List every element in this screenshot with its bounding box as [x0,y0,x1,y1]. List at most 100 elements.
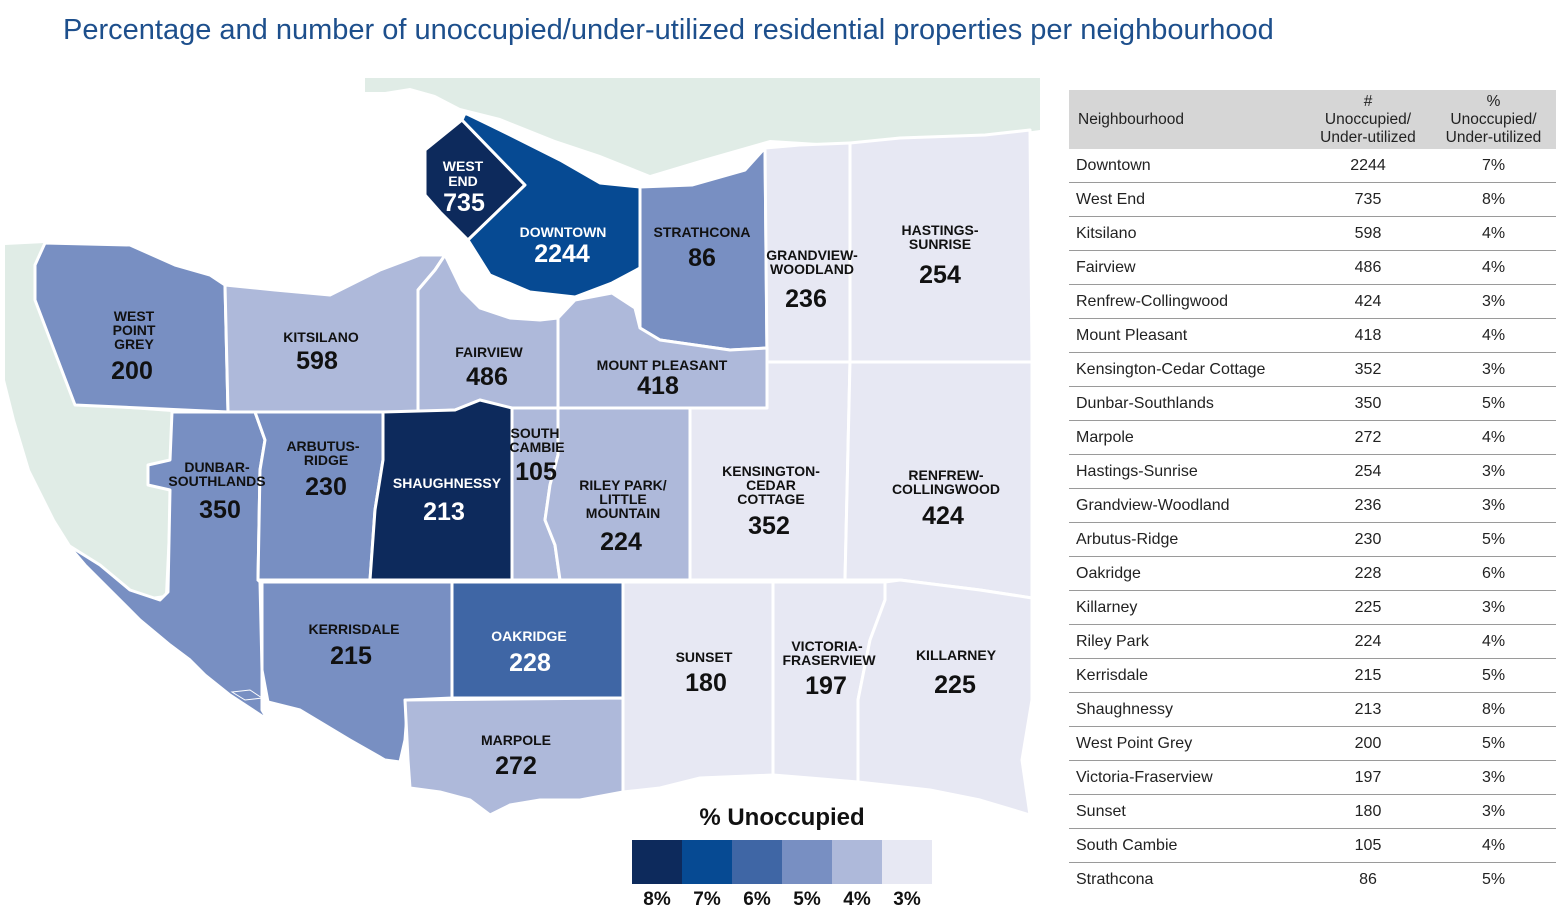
label-renfrew-collingwood-count: 424 [922,502,964,530]
cell-name: Oakridge [1069,556,1305,591]
label-sunset-name: SUNSET [676,649,733,665]
coast-island [230,689,264,701]
legend-swatch [832,840,882,884]
page-title: Percentage and number of unoccupied/unde… [63,14,1274,46]
label-west-point-grey-name: WEST POINT GREY [113,308,156,352]
table-row: Shaughnessy 213 8% [1069,692,1556,727]
label-kensington-cedar-cottage-name-line: COTTAGE [737,491,804,507]
header-count-line: # [1363,93,1373,110]
cell-name: Strathcona [1076,870,1154,888]
neighbourhood-map: WEST END 735 DOWNTOWN 2244 STRATHCONA 86 … [0,60,1045,820]
legend-value: 8% [643,889,671,910]
table-row: West End 735 8% [1069,182,1556,217]
label-oakridge-count: 228 [509,649,551,677]
label-mount-pleasant-count: 418 [637,372,679,400]
cell-name: Kensington-Cedar Cottage [1069,352,1305,387]
cell-percent: 8% [1431,182,1556,217]
cell-count: 598 [1305,216,1431,251]
label-marpole-count: 272 [495,752,537,780]
label-victoria-fraserview-name-line: VICTORIA- [791,638,863,654]
label-south-cambie-name-line: SOUTH [511,425,560,441]
legend-title: % Unoccupied [699,804,865,831]
cell-percent: 3% [1431,794,1556,829]
cell-count: 224 [1305,624,1431,659]
header-count-line: Unoccupied/ [1324,111,1412,128]
header-count-line: Under-utilized [1320,129,1416,146]
cell-name: Kerrisdale [1069,658,1305,693]
legend-swatch [632,840,682,884]
label-south-cambie-name-line: CAMBIE [509,439,564,455]
cell-percent: 5% [1481,870,1506,888]
table-row: South Cambie 105 4% [1069,828,1556,863]
label-kerrisdale-name: KERRISDALE [308,621,399,637]
label-hastings-sunrise-count: 254 [919,261,961,289]
cell-name: Dunbar-Southlands [1069,386,1305,421]
cell-count: 2244 [1305,149,1431,183]
table-row: Mount Pleasant 418 4% [1069,318,1556,353]
label-dunbar-southlands-name-line: DUNBAR- [184,459,250,475]
cell-count: 424 [1305,284,1431,319]
cell-count: 418 [1305,318,1431,353]
region-killarney [856,578,1034,817]
cell-name: West Point Grey [1069,726,1305,761]
cell-count: 352 [1305,352,1431,387]
cell-count: 180 [1305,794,1431,829]
cell-name: Arbutus-Ridge [1069,522,1305,557]
legend-value: 3% [893,889,921,910]
label-downtown-count: 2244 [534,240,590,268]
label-grandview-woodland-name-line: WOODLAND [770,261,854,277]
cell-percent: 4% [1431,828,1556,863]
cell-name: Hastings-Sunrise [1069,454,1305,489]
table-row: Fairview 486 4% [1069,250,1556,285]
header-neighbourhood: Neighbourhood [1069,90,1305,149]
cell-count: 230 [1305,522,1431,557]
label-riley-park-name-line: LITTLE [599,491,646,507]
label-renfrew-collingwood-name-line: COLLINGWOOD [892,481,1000,497]
header-percent-line: % [1486,93,1501,110]
label-hastings-sunrise-name-line: SUNRISE [909,236,971,252]
label-riley-park-name-line: MOUNTAIN [586,505,660,521]
label-shaughnessy-name: SHAUGHNESSY [393,475,502,491]
cell-name: South Cambie [1069,828,1305,863]
legend-swatch [782,840,832,884]
label-west-end-name: WEST END [443,158,484,189]
label-kensington-cedar-cottage-name-line: CEDAR [746,477,796,493]
table-row: Hastings-Sunrise 254 3% [1069,454,1556,489]
label-victoria-fraserview-count: 197 [805,672,847,700]
label-south-cambie-name: SOUTH CAMBIE [509,425,564,455]
cell-percent: 3% [1431,352,1556,387]
label-kensington-cedar-cottage-name-line: KENSINGTON- [722,463,820,479]
label-riley-park-name-line: RILEY PARK/ [579,477,666,493]
cell-name: Marpole [1069,420,1305,455]
cell-name: Killarney [1069,590,1305,625]
cell-percent: 6% [1431,556,1556,591]
header-percent: % Unoccupied/Under-utilized [1431,90,1556,149]
legend-swatch [682,840,732,884]
legend-value: 7% [693,889,721,910]
table-row: West Point Grey 200 5% [1069,726,1556,761]
label-killarney-name: KILLARNEY [916,647,997,663]
table-row: Riley Park 224 4% [1069,624,1556,659]
legend-swatches [632,840,932,884]
map-labels: WEST END 735 DOWNTOWN 2244 STRATHCONA 86 … [111,158,1000,780]
table-row: Sunset 180 3% [1069,794,1556,829]
cell-percent: 4% [1431,420,1556,455]
cell-name: Fairview [1069,250,1305,285]
cell-count: 213 [1305,692,1431,727]
label-killarney-count: 225 [934,671,976,699]
label-hastings-sunrise-name-line: HASTINGS- [902,222,979,238]
cell-name: Kitsilano [1069,216,1305,251]
label-marpole-name: MARPOLE [481,732,551,748]
cell-percent: 4% [1431,624,1556,659]
table-row: Kerrisdale 215 5% [1069,658,1556,693]
cell-percent: 5% [1431,522,1556,557]
cell-count: 225 [1305,590,1431,625]
cell-percent: 3% [1431,454,1556,489]
legend-swatch [732,840,782,884]
table-row: Victoria-Fraserview 197 3% [1069,760,1556,795]
label-oakridge-name: OAKRIDGE [491,628,566,644]
table-row: Marpole 272 4% [1069,420,1556,455]
cell-percent: 4% [1431,318,1556,353]
neighbourhood-table: Neighbourhood # Unoccupied/Under-utilized… [1069,90,1556,896]
label-sunset-count: 180 [685,669,727,697]
